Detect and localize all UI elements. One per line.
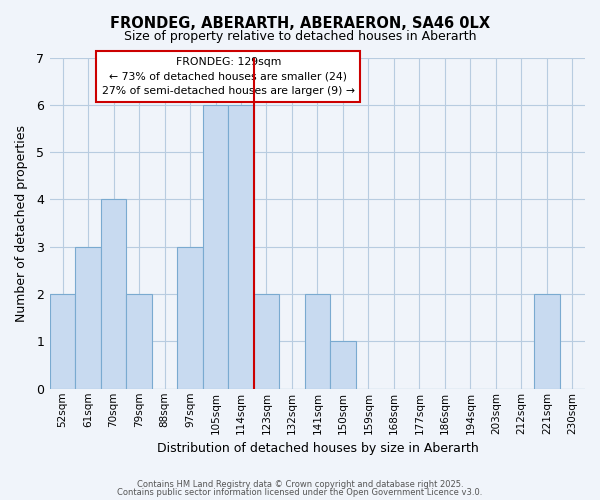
Text: Contains HM Land Registry data © Crown copyright and database right 2025.: Contains HM Land Registry data © Crown c… (137, 480, 463, 489)
Bar (203, 105, 228, 389)
Bar (101, 200, 127, 389)
Bar (330, 342, 356, 389)
Bar (534, 294, 560, 389)
Text: FRONDEG, ABERARTH, ABERAERON, SA46 0LX: FRONDEG, ABERARTH, ABERAERON, SA46 0LX (110, 16, 490, 31)
Text: Contains public sector information licensed under the Open Government Licence v3: Contains public sector information licen… (118, 488, 482, 497)
Bar (127, 294, 152, 389)
Text: FRONDEG: 129sqm
← 73% of detached houses are smaller (24)
27% of semi-detached h: FRONDEG: 129sqm ← 73% of detached houses… (102, 56, 355, 96)
X-axis label: Distribution of detached houses by size in Aberarth: Distribution of detached houses by size … (157, 442, 478, 455)
Bar (305, 294, 330, 389)
Bar (254, 294, 279, 389)
Bar (50, 294, 76, 389)
Bar (177, 247, 203, 389)
Bar (228, 105, 254, 389)
Bar (76, 247, 101, 389)
Text: Size of property relative to detached houses in Aberarth: Size of property relative to detached ho… (124, 30, 476, 43)
Y-axis label: Number of detached properties: Number of detached properties (15, 124, 28, 322)
